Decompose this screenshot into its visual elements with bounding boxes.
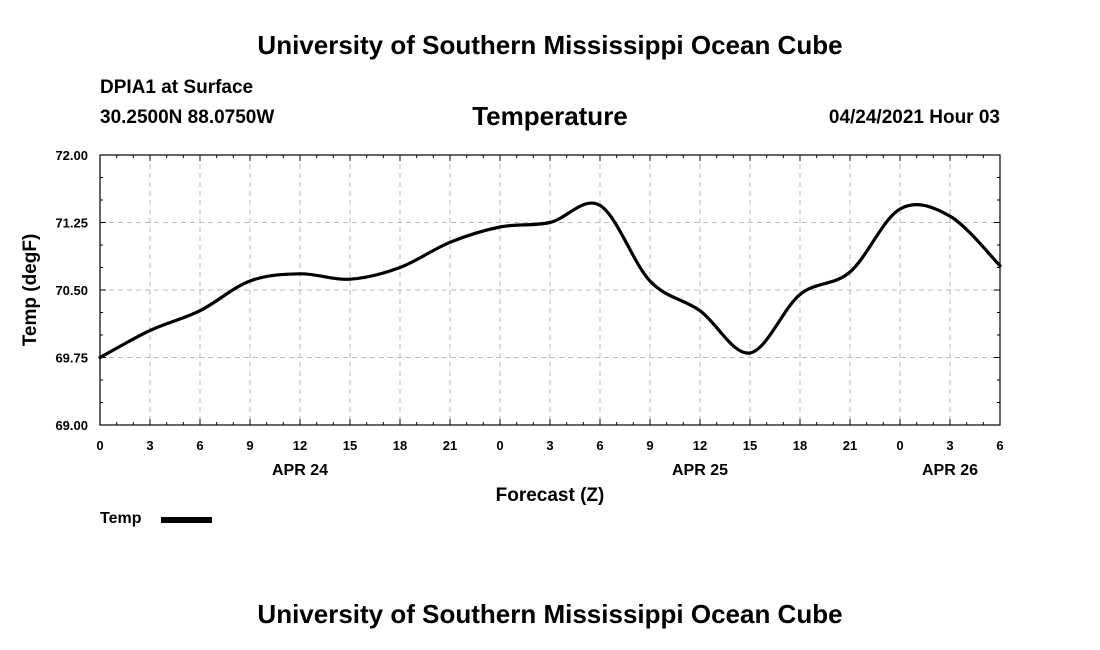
- x-tick-label: 12: [293, 438, 307, 453]
- x-tick-label: 3: [546, 438, 553, 453]
- x-tick-label: 18: [393, 438, 407, 453]
- x-tick-label: 3: [946, 438, 953, 453]
- datetime-label: 04/24/2021 Hour 03: [828, 107, 1000, 128]
- x-tick-label: 0: [496, 438, 503, 453]
- x-tick-label: 18: [793, 438, 807, 453]
- x-tick-label: 6: [996, 438, 1003, 453]
- y-tick-label: 70.50: [55, 283, 88, 298]
- x-tick-label: 15: [743, 438, 757, 453]
- x-tick-label: 21: [843, 438, 857, 453]
- y-tick-label: 69.00: [55, 418, 88, 433]
- x-tick-label: 6: [196, 438, 203, 453]
- x-tick-label: 9: [246, 438, 253, 453]
- x-tick-label: 21: [443, 438, 457, 453]
- legend-line-swatch: [161, 517, 212, 523]
- y-tick-label: 71.25: [55, 216, 88, 231]
- series-line-temp: [98, 201, 1002, 360]
- x-tick-label: 9: [646, 438, 653, 453]
- x-tick-label: 0: [896, 438, 903, 453]
- date-label: APR 25: [672, 462, 728, 479]
- legend-label: Temp: [100, 510, 142, 527]
- plot-frame: [99, 154, 1001, 426]
- y-tick-label: 69.75: [55, 351, 88, 366]
- y-tick-label: 72.00: [55, 148, 88, 163]
- date-label: APR 24: [272, 462, 328, 479]
- footer-title: University of Southern Mississippi Ocean…: [257, 599, 843, 629]
- coordinates-label: 30.2500N 88.0750W: [100, 107, 275, 128]
- x-tick-label: 3: [146, 438, 153, 453]
- date-label: APR 26: [922, 462, 978, 479]
- station-label: DPIA1 at Surface: [100, 77, 254, 98]
- variable-title: Temperature: [472, 101, 628, 131]
- y-axis-label: Temp (degF): [20, 234, 41, 347]
- x-tick-label: 15: [343, 438, 357, 453]
- x-tick-label: 0: [96, 438, 103, 453]
- x-tick-label: 12: [693, 438, 707, 453]
- x-axis-label: Forecast (Z): [496, 485, 605, 506]
- page-title: University of Southern Mississippi Ocean…: [257, 30, 843, 60]
- x-tick-label: 6: [596, 438, 603, 453]
